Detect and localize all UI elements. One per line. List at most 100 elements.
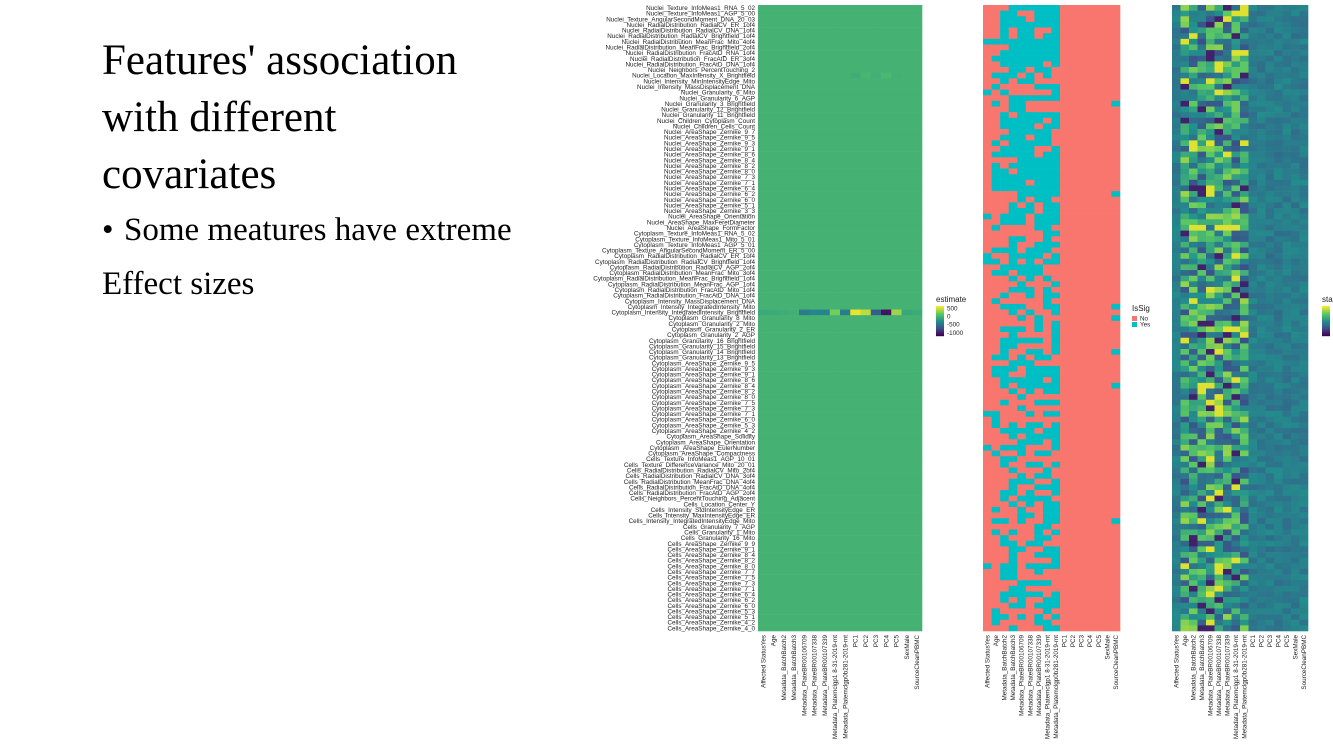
estimate-cell bbox=[799, 326, 810, 333]
statistic-cell bbox=[1257, 179, 1266, 186]
issig-cell bbox=[1008, 67, 1018, 73]
feature-label: Nuclei_Intensity_MinIntensityEdge_Mito bbox=[643, 78, 755, 85]
statistic-cell bbox=[1291, 405, 1300, 412]
issig-cell bbox=[1068, 614, 1078, 621]
issig-cell bbox=[983, 151, 992, 158]
statistic-cell bbox=[1197, 140, 1207, 147]
statistic-cell bbox=[1240, 44, 1249, 51]
feature-label: Cytoplasm_Granularity_2_ER bbox=[672, 326, 756, 333]
statistic-cell bbox=[1223, 67, 1232, 73]
statistic-cell bbox=[1257, 450, 1266, 457]
estimate-cell bbox=[891, 349, 902, 355]
issig-cell bbox=[991, 89, 1001, 96]
issig-cell bbox=[1017, 134, 1027, 141]
issig-cell bbox=[1051, 253, 1061, 260]
estimate-cell bbox=[758, 286, 769, 293]
statistic-cell bbox=[1299, 365, 1309, 372]
statistic-cell bbox=[1206, 162, 1215, 169]
statistic-cell bbox=[1189, 439, 1198, 446]
estimate-cell bbox=[850, 529, 861, 536]
issig-cell bbox=[1094, 275, 1104, 282]
estimate-cell bbox=[850, 580, 861, 587]
issig-cell bbox=[1060, 298, 1069, 305]
issig-cell bbox=[1042, 112, 1052, 119]
estimate-cell bbox=[881, 529, 892, 536]
estimate-cell bbox=[788, 253, 800, 260]
estimate-cell bbox=[901, 298, 913, 305]
statistic-cell bbox=[1223, 10, 1232, 17]
statistic-cell bbox=[1172, 326, 1181, 333]
estimate-cell bbox=[840, 444, 851, 451]
issig-cell bbox=[1051, 433, 1061, 440]
issig-cell bbox=[1077, 309, 1087, 316]
statistic-cell bbox=[1206, 303, 1215, 310]
issig-cell bbox=[1042, 568, 1052, 575]
issig-cell bbox=[1068, 619, 1078, 626]
statistic-cell bbox=[1282, 286, 1292, 293]
statistic-cell bbox=[1240, 27, 1249, 34]
statistic-cell bbox=[1274, 422, 1283, 429]
issig-cell bbox=[1077, 602, 1087, 609]
slide-bullets: • Some meatures have extreme Effect sizes bbox=[102, 203, 642, 311]
estimate-cell bbox=[809, 501, 820, 508]
issig-cell bbox=[1102, 151, 1112, 158]
statistic-cell bbox=[1265, 196, 1275, 203]
statistic-cell bbox=[1265, 365, 1275, 372]
issig-cell bbox=[1042, 467, 1052, 474]
estimate-cell bbox=[809, 208, 820, 214]
estimate-cell bbox=[911, 614, 923, 621]
estimate-cell bbox=[819, 394, 831, 401]
issig-cell bbox=[1068, 21, 1078, 28]
statistic-cell bbox=[1172, 16, 1181, 23]
estimate-cell bbox=[881, 112, 892, 119]
issig-cell bbox=[1000, 174, 1009, 181]
issig-cell bbox=[1094, 326, 1104, 333]
issig-cell bbox=[983, 568, 992, 575]
issig-cell bbox=[1102, 309, 1112, 316]
estimate-cell bbox=[809, 61, 820, 68]
issig-cell bbox=[991, 326, 1001, 333]
estimate-cell bbox=[901, 16, 913, 23]
statistic-cell bbox=[1197, 343, 1207, 350]
statistic-cell bbox=[1172, 83, 1181, 90]
statistic-cell bbox=[1257, 365, 1266, 372]
issig-cell bbox=[1042, 55, 1052, 62]
statistic-cell bbox=[1172, 281, 1181, 288]
issig-cell bbox=[1008, 456, 1018, 463]
statistic-cell bbox=[1274, 309, 1283, 316]
estimate-cell bbox=[850, 568, 861, 575]
statistic-cell bbox=[1197, 360, 1207, 367]
issig-cell bbox=[1042, 625, 1052, 632]
issig-cell bbox=[1102, 501, 1112, 508]
issig-cell bbox=[1017, 157, 1027, 164]
estimate-cell bbox=[911, 179, 923, 186]
issig-cell bbox=[1000, 473, 1009, 480]
statistic-cell bbox=[1274, 55, 1283, 62]
statistic-cell bbox=[1240, 16, 1249, 23]
issig-cell bbox=[983, 292, 992, 299]
estimate-cell bbox=[911, 298, 923, 305]
statistic-cell bbox=[1214, 185, 1224, 192]
issig-cell bbox=[1060, 439, 1069, 446]
estimate-cell bbox=[778, 286, 790, 293]
estimate-cell bbox=[829, 270, 841, 276]
issig-cell bbox=[1068, 286, 1078, 293]
estimate-cell bbox=[819, 320, 831, 327]
issig-cell bbox=[1000, 95, 1009, 102]
issig-cell bbox=[1042, 512, 1052, 519]
statistic-cell bbox=[1282, 281, 1292, 288]
estimate-cell bbox=[788, 230, 800, 237]
estimate-cell bbox=[891, 78, 902, 85]
statistic-cell bbox=[1214, 309, 1224, 316]
statistic-cell bbox=[1189, 67, 1198, 73]
estimate-cell bbox=[881, 292, 892, 299]
issig-cell bbox=[1008, 191, 1018, 198]
estimate-cell bbox=[870, 405, 882, 412]
issig-cell bbox=[1085, 614, 1095, 621]
issig-cell bbox=[1094, 394, 1104, 401]
statistic-cell bbox=[1180, 72, 1190, 79]
statistic-cell bbox=[1240, 179, 1249, 186]
statistic-cell bbox=[1180, 50, 1190, 57]
statistic-cell bbox=[1265, 309, 1275, 316]
issig-cell bbox=[991, 608, 1001, 615]
